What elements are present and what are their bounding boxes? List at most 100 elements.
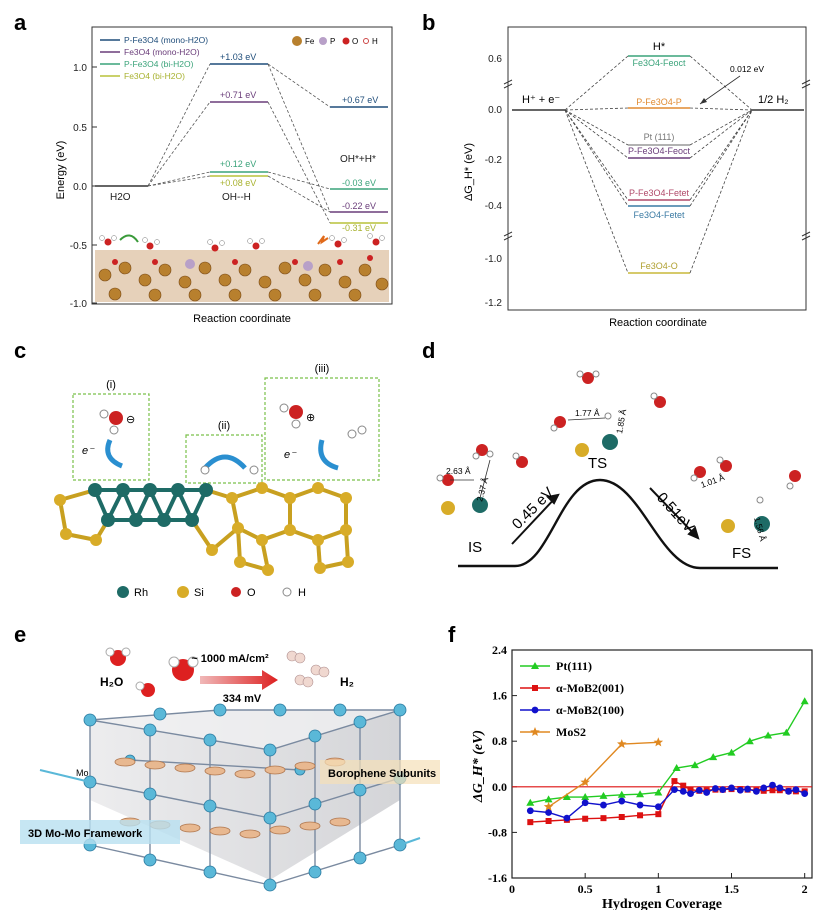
state-label: OH--H xyxy=(222,192,251,203)
y-tick-label: 0.0 xyxy=(492,780,507,794)
state-label: IS xyxy=(468,539,482,556)
data-point xyxy=(527,819,534,826)
level-label: -0.22 eV xyxy=(342,201,376,211)
svg-text:-1.0: -1.0 xyxy=(485,254,503,265)
svg-text:1.85 Å: 1.85 Å xyxy=(614,408,628,434)
data-point xyxy=(785,787,792,795)
h2o-label: H₂O xyxy=(100,675,123,689)
data-point xyxy=(545,809,552,816)
data-point xyxy=(672,763,681,771)
data-point xyxy=(599,791,608,799)
data-point xyxy=(709,753,718,761)
data-point xyxy=(544,795,553,803)
framework-banner xyxy=(20,820,180,844)
chart-ylabel: ΔG_H* (eV) xyxy=(471,730,486,803)
panel-a-ytick: -0.5 xyxy=(70,241,88,252)
mo-label: Mo xyxy=(76,768,89,778)
data-point xyxy=(760,784,768,792)
svg-text:Rh: Rh xyxy=(134,587,148,599)
panel-a-xlabel: Reaction coordinate xyxy=(193,313,291,325)
data-point xyxy=(655,811,662,818)
chart-frame xyxy=(511,649,813,879)
panel-a-ytick: 0.5 xyxy=(73,123,87,134)
borophene-banner xyxy=(320,760,440,784)
data-point xyxy=(690,761,699,769)
water-molecules: ⊖ ⊕ xyxy=(99,403,367,475)
current-density-label: ~ 1000 mA/cm² xyxy=(191,653,269,665)
reaction-curve xyxy=(458,478,778,570)
data-point xyxy=(653,737,664,747)
legend-label: Pt(111) xyxy=(556,659,592,673)
panel-b-levels xyxy=(512,55,804,274)
step-boxes xyxy=(72,377,380,484)
state-label: TS xyxy=(588,455,607,472)
fe3o4-slab-illustration xyxy=(95,233,389,302)
legend-label: MoS2 xyxy=(556,725,586,739)
y-tick-label: 1.6 xyxy=(492,689,507,703)
data-point xyxy=(637,812,644,819)
data-point xyxy=(695,786,703,794)
step-label: (i) xyxy=(106,379,116,391)
x-tick-label: 2 xyxy=(802,882,808,896)
level-label: Fe3O4-Feoct xyxy=(632,58,686,68)
legend-label: α-MoB2(100) xyxy=(556,703,624,717)
svg-text:Si: Si xyxy=(194,587,204,599)
panel-a-ytick: 0.0 xyxy=(73,182,87,193)
data-point xyxy=(636,801,644,809)
panel-f: f ΔG_H* (eV) Hydrogen Coverage 2.4 1.6 0.8… xyxy=(440,610,814,910)
series-2 xyxy=(526,781,809,822)
data-point xyxy=(744,785,752,793)
data-point xyxy=(582,815,589,822)
svg-text:O: O xyxy=(247,587,256,599)
x-tick-label: 1.5 xyxy=(724,882,739,896)
data-point xyxy=(600,815,607,822)
level-label: Fe3O4-O xyxy=(640,261,678,271)
data-point xyxy=(752,787,760,795)
series-0 xyxy=(526,697,809,806)
data-point xyxy=(526,798,535,806)
panel-a-element-legend: Fe P O H xyxy=(292,36,378,46)
data-point xyxy=(617,790,626,798)
atoms-ts xyxy=(550,370,666,457)
annotation-arrowhead xyxy=(700,98,707,104)
barrier-label: 0.51eV xyxy=(653,489,697,536)
data-point xyxy=(703,789,711,796)
data-point xyxy=(617,739,627,749)
svg-text:e⁻: e⁻ xyxy=(284,449,297,461)
data-point xyxy=(801,790,809,798)
level-label: +0.08 eV xyxy=(220,178,256,188)
svg-text:1.77 Å: 1.77 Å xyxy=(575,408,600,418)
svg-text:-0.2: -0.2 xyxy=(485,155,503,166)
data-point xyxy=(687,786,694,793)
svg-text:⊖: ⊖ xyxy=(126,414,135,426)
data-point xyxy=(562,793,571,801)
data-point xyxy=(563,814,571,822)
panel-d-label: d xyxy=(422,338,436,363)
svg-text:P: P xyxy=(330,37,335,46)
h2o-molecules xyxy=(105,647,199,697)
bond-distances: 2.63 Å 2.37 Å 1.77 Å 1.85 Å 1.01 Å 1.56 … xyxy=(446,408,768,543)
data-point xyxy=(736,786,744,794)
panel-e: e xyxy=(0,610,440,910)
data-point xyxy=(745,737,754,745)
panel-b-frame xyxy=(507,26,807,311)
svg-text:0.6: 0.6 xyxy=(488,54,502,65)
panel-d: d IS TS FS 0.45 eV 0.51eV xyxy=(410,330,814,610)
panel-c-label: c xyxy=(14,338,27,363)
data-point xyxy=(636,790,645,798)
data-point xyxy=(581,799,589,807)
legend-marker xyxy=(531,662,539,669)
panel-a-label: a xyxy=(14,10,27,35)
blue-arrows xyxy=(105,438,339,471)
data-point xyxy=(618,814,625,821)
borophene-layers xyxy=(114,757,351,839)
svg-text:-1.2: -1.2 xyxy=(485,298,503,309)
data-point xyxy=(679,787,687,795)
level-label: -0.03 eV xyxy=(342,178,376,188)
panel-b-connectors xyxy=(564,55,753,274)
legend-entry: Fe3O4 (bi-H2O) xyxy=(124,71,185,81)
barrier-label: 0.45 eV xyxy=(509,484,558,533)
legend-entry: P-Fe3O4 (mono-H2O) xyxy=(124,35,208,45)
data-point xyxy=(769,787,776,794)
data-point xyxy=(719,786,727,794)
